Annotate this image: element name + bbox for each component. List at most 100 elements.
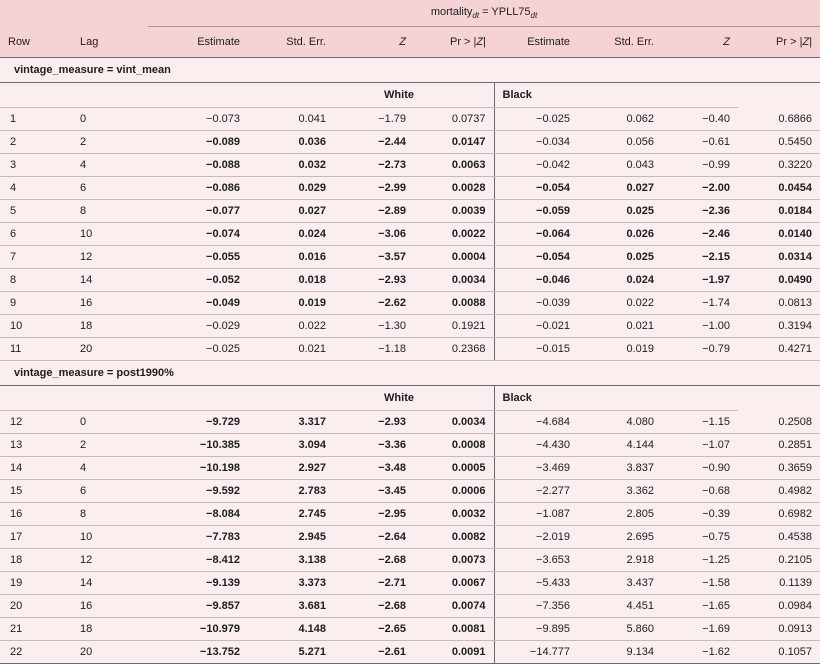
black-z: −1.74 — [662, 291, 738, 315]
table-row: 2 2 −0.089 0.036 −2.44 0.0147 −0.034 0.056 −0.61… — [0, 130, 820, 154]
row-number: 21 — [0, 617, 72, 641]
black-std-err: 0.019 — [578, 337, 662, 361]
black-std-err: 2.918 — [578, 548, 662, 572]
black-estimate: −2.277 — [493, 479, 578, 503]
white-z: −2.44 — [334, 130, 414, 154]
col-row-header: Row — [0, 26, 72, 58]
white-p-value: 0.0034 — [414, 410, 494, 434]
table-row: 18 12 −8.412 3.138 −2.68 0.0073 −3.653 2.918 −1.… — [0, 548, 820, 572]
row-number: 14 — [0, 456, 72, 480]
lag-value: 4 — [72, 153, 148, 177]
white-std-err: 0.019 — [248, 291, 334, 315]
white-std-err: 0.032 — [248, 153, 334, 177]
row-number: 22 — [0, 640, 72, 664]
row-number: 15 — [0, 479, 72, 503]
white-p-value: 0.0028 — [414, 176, 494, 200]
black-estimate: −4.684 — [493, 410, 578, 434]
header-title: mortalitydt = YPLL75dt — [148, 0, 820, 27]
table-body: vintage_measure = vint_mean White Black 1 0−… — [0, 57, 820, 664]
white-z: −2.93 — [334, 268, 414, 292]
group-label-row: White Black — [0, 385, 820, 411]
white-estimate: −0.025 — [148, 337, 248, 361]
white-p-value: 0.1921 — [414, 314, 494, 338]
lag-value: 6 — [72, 479, 148, 503]
white-std-err: 2.745 — [248, 502, 334, 526]
white-p-value: 0.0008 — [414, 433, 494, 457]
white-z: −2.73 — [334, 153, 414, 177]
white-std-err: 4.148 — [248, 617, 334, 641]
white-estimate: −10.385 — [148, 433, 248, 457]
white-estimate: −9.592 — [148, 479, 248, 503]
black-p-value: 0.0984 — [738, 594, 820, 618]
black-z: −1.65 — [662, 594, 738, 618]
black-estimate: −5.433 — [493, 571, 578, 595]
white-estimate: −0.074 — [148, 222, 248, 246]
white-p-value: 0.0081 — [414, 617, 494, 641]
white-std-err: 0.016 — [248, 245, 334, 269]
white-estimate: −9.729 — [148, 410, 248, 434]
white-std-err: 0.018 — [248, 268, 334, 292]
black-estimate: −3.469 — [493, 456, 578, 480]
table-row: 15 6 −9.592 2.783 −3.45 0.0006 −2.277 3.362 −0.6… — [0, 479, 820, 503]
white-z: −2.89 — [334, 199, 414, 223]
row-number: 11 — [0, 337, 72, 361]
black-p-value: 0.2851 — [738, 433, 820, 457]
row-number: 10 — [0, 314, 72, 338]
black-p-value: 0.0184 — [738, 199, 820, 223]
row-number: 19 — [0, 571, 72, 595]
white-p-value: 0.0074 — [414, 594, 494, 618]
lag-value: 20 — [72, 640, 148, 664]
black-p-value: 0.1057 — [738, 640, 820, 664]
table-row: 17 10 −7.783 2.945 −2.64 0.0082 −2.019 2.695 −0.… — [0, 525, 820, 549]
row-number: 16 — [0, 502, 72, 526]
white-p-value: 0.0091 — [414, 640, 494, 664]
white-std-err: 5.271 — [248, 640, 334, 664]
row-number: 4 — [0, 176, 72, 200]
black-std-err: 4.144 — [578, 433, 662, 457]
white-std-err: 0.024 — [248, 222, 334, 246]
black-estimate: −0.054 — [493, 176, 578, 200]
black-z: −1.25 — [662, 548, 738, 572]
table-row: 12 0 −9.729 3.317 −2.93 0.0034 −4.684 4.080 −1.1… — [0, 410, 820, 434]
black-p-value: 0.0813 — [738, 291, 820, 315]
black-std-err: 4.451 — [578, 594, 662, 618]
lag-value: 0 — [72, 107, 148, 131]
col-black-estimate-header: Estimate — [494, 26, 578, 58]
black-p-value: 0.4982 — [738, 479, 820, 503]
table-row: 22 20 −13.752 5.271 −2.61 0.0091 −14.777 9.134−… — [0, 640, 820, 664]
table-row: 14 4 −10.198 2.927 −3.48 0.0005 −3.469 3.837 −0.… — [0, 456, 820, 480]
black-p-value: 0.2508 — [738, 410, 820, 434]
black-p-value: 0.2105 — [738, 548, 820, 572]
row-number: 8 — [0, 268, 72, 292]
white-std-err: 3.094 — [248, 433, 334, 457]
lag-value: 12 — [72, 548, 148, 572]
lag-value: 18 — [72, 314, 148, 338]
black-std-err: 3.437 — [578, 571, 662, 595]
black-z: −1.97 — [662, 268, 738, 292]
black-p-value: 0.5450 — [738, 130, 820, 154]
table-row: 20 16 −9.857 3.681 −2.68 0.0074 −7.356 4.451 −1.… — [0, 594, 820, 618]
black-p-value: 0.0913 — [738, 617, 820, 641]
white-std-err: 3.373 — [248, 571, 334, 595]
black-p-value: 0.1139 — [738, 571, 820, 595]
white-estimate: −0.052 — [148, 268, 248, 292]
white-estimate: −10.979 — [148, 617, 248, 641]
white-p-value: 0.0088 — [414, 291, 494, 315]
black-z: −0.68 — [662, 479, 738, 503]
lag-value: 0 — [72, 410, 148, 434]
black-std-err: 0.056 — [578, 130, 662, 154]
white-estimate: −0.073 — [148, 107, 248, 131]
lag-value: 2 — [72, 130, 148, 154]
white-estimate: −7.783 — [148, 525, 248, 549]
col-black-z-header: Z — [662, 26, 738, 58]
col-black-p-header: Pr > |Z| — [738, 26, 820, 58]
lag-value: 2 — [72, 433, 148, 457]
white-z: −3.48 — [334, 456, 414, 480]
lag-value: 10 — [72, 222, 148, 246]
black-estimate: −0.059 — [493, 199, 578, 223]
white-z: −2.93 — [334, 410, 414, 434]
group-label-white: White — [148, 82, 414, 108]
white-p-value: 0.0737 — [414, 107, 494, 131]
table-row: 6 10 −0.074 0.024 −3.06 0.0022 −0.064 0.026 −2.4… — [0, 222, 820, 246]
black-z: −1.07 — [662, 433, 738, 457]
